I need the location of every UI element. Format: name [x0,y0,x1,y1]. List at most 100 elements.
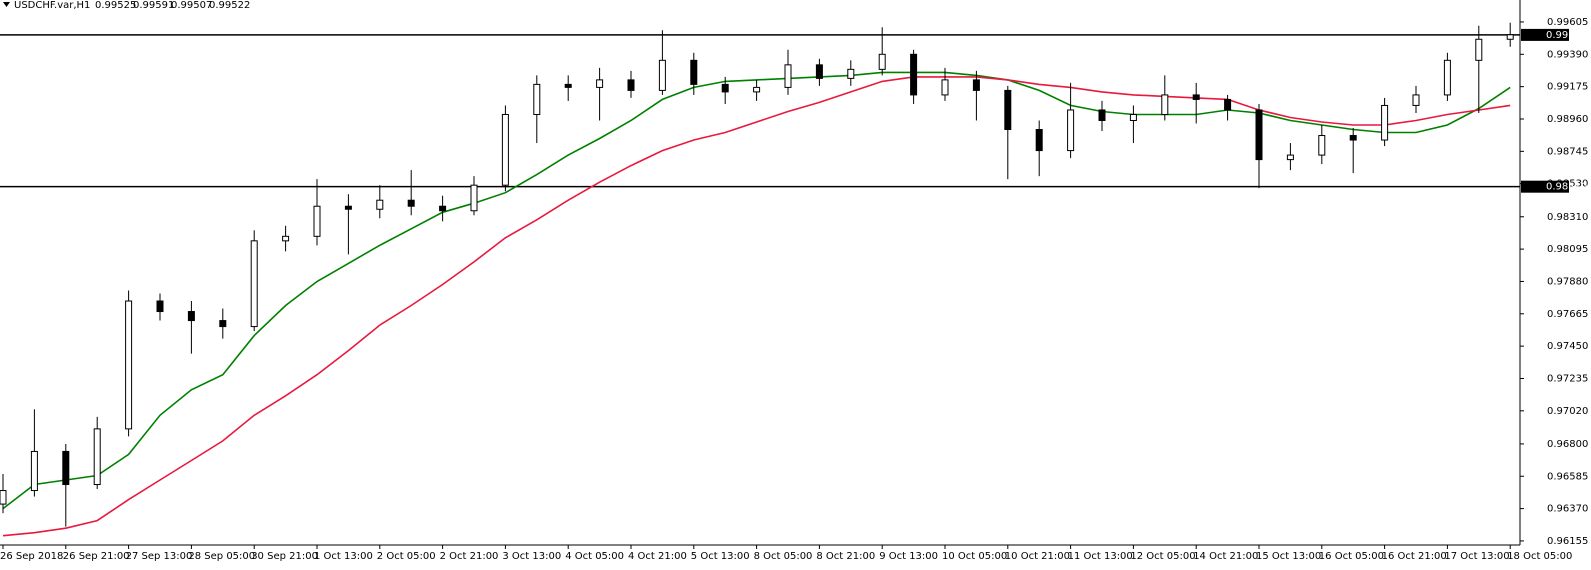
candle-body [0,490,7,505]
x-tick-label: 1 Oct 13:00 [314,551,373,562]
candle-body [1098,109,1106,121]
x-tick-label: 2 Oct 05:00 [377,551,436,562]
x-tick-label: 11 Oct 13:00 [1068,551,1133,562]
menu-arrow [3,2,10,7]
header-value: 0.99507 [171,0,212,11]
candle-body [1475,38,1483,61]
candle-body [941,79,949,96]
candle-body [878,53,886,70]
y-tick-label: 0.98310 [1547,212,1588,223]
candle-body [439,205,447,212]
candle-body [972,79,980,91]
candle-body [407,199,415,207]
y-tick-label: 0.98960 [1547,114,1588,125]
y-tick-label: 0.96585 [1547,471,1588,482]
y-tick-label: 0.97020 [1547,406,1588,417]
y-tick-label: 0.97235 [1547,373,1588,384]
candle-body [93,428,101,486]
candle-body [690,59,698,85]
x-tick-label: 4 Oct 21:00 [628,551,687,562]
x-tick-label: 9 Oct 13:00 [879,551,938,562]
x-tick-label: 30 Sep 21:00 [251,551,318,562]
x-tick-label: 10 Oct 21:00 [1005,551,1070,562]
candle-body [1129,113,1137,121]
y-tick-label: 0.96800 [1547,439,1588,450]
x-tick-label: 5 Oct 13:00 [691,551,750,562]
x-tick-label: 12 Oct 05:00 [1130,551,1195,562]
candle-body [219,320,227,328]
candle-body [1381,104,1389,141]
header-value: 0.99525 [95,0,136,11]
x-tick-label: 8 Oct 05:00 [754,551,813,562]
x-tick-label: 8 Oct 21:00 [816,551,875,562]
y-tick-label: 0.98095 [1547,244,1588,255]
candle-body [501,113,509,186]
price-level-tag [1521,180,1569,193]
candle-body [784,64,792,88]
x-tick-label: 3 Oct 13:00 [502,551,561,562]
y-tick-label: 0.96155 [1547,536,1588,547]
candle-body [250,240,258,328]
x-tick-label: 14 Oct 21:00 [1193,551,1258,562]
price-level-label: 0.99519 [1546,30,1587,41]
candle-body [62,450,70,486]
candle-body [376,199,384,210]
candle-body [910,53,918,96]
candle-body [187,311,195,322]
candle-body [1506,34,1514,40]
y-tick-label: 0.99175 [1547,82,1588,93]
candle-body [1286,154,1294,161]
y-tick-label: 0.97880 [1547,276,1588,287]
candle-body [1318,135,1326,156]
candle-body [1161,94,1169,115]
candle-body [1412,94,1420,106]
x-tick-label: 10 Oct 05:00 [942,551,1007,562]
y-tick-label: 0.98745 [1547,146,1588,157]
x-tick-label: 4 Oct 05:00 [565,551,624,562]
candle-body [1349,135,1357,141]
candle-body [1004,89,1012,131]
candle-body [1443,59,1451,96]
candle-body [564,83,572,88]
candle-body [1035,129,1043,152]
candle-body [753,86,761,93]
x-tick-label: 18 Oct 05:00 [1507,551,1572,562]
header-value: 0.99591 [133,0,174,11]
price-level-label: 0.98510 [1546,182,1587,193]
candle-body [1224,98,1232,111]
candle-body [721,83,729,93]
y-tick-label: 0.96370 [1547,504,1588,515]
price-level-tag [1521,28,1569,41]
candle-body [1192,94,1200,100]
chart-symbol: USDCHF.var,H1 [14,0,90,11]
candle-body [1067,109,1075,152]
candle-body [156,300,164,313]
candle-body [596,79,604,88]
candle-body [815,64,823,79]
candle-body [627,79,635,91]
x-tick-label: 16 Oct 21:00 [1382,551,1447,562]
x-tick-label: 16 Oct 05:00 [1319,551,1384,562]
x-tick-label: 26 Sep 2018 [0,551,63,562]
candle-body [282,235,290,242]
y-tick-label: 0.99390 [1547,49,1588,60]
candle-body [344,205,352,210]
candle-body [30,450,38,492]
x-tick-label: 2 Oct 21:00 [440,551,499,562]
candle-body [658,59,666,91]
candle-body [470,184,478,212]
x-tick-label: 15 Oct 13:00 [1256,551,1321,562]
x-tick-label: 27 Sep 13:00 [126,551,193,562]
header-value: 0.99522 [209,0,250,11]
candle-body [847,68,855,79]
x-tick-label: 28 Sep 05:00 [188,551,255,562]
candle-body [125,300,133,430]
y-tick-label: 0.99605 [1547,17,1588,28]
x-tick-label: 26 Sep 21:00 [63,551,130,562]
y-tick-label: 0.97665 [1547,309,1588,320]
candle-body [1255,109,1263,161]
y-tick-label: 0.97450 [1547,341,1588,352]
x-tick-label: 17 Oct 13:00 [1444,551,1509,562]
